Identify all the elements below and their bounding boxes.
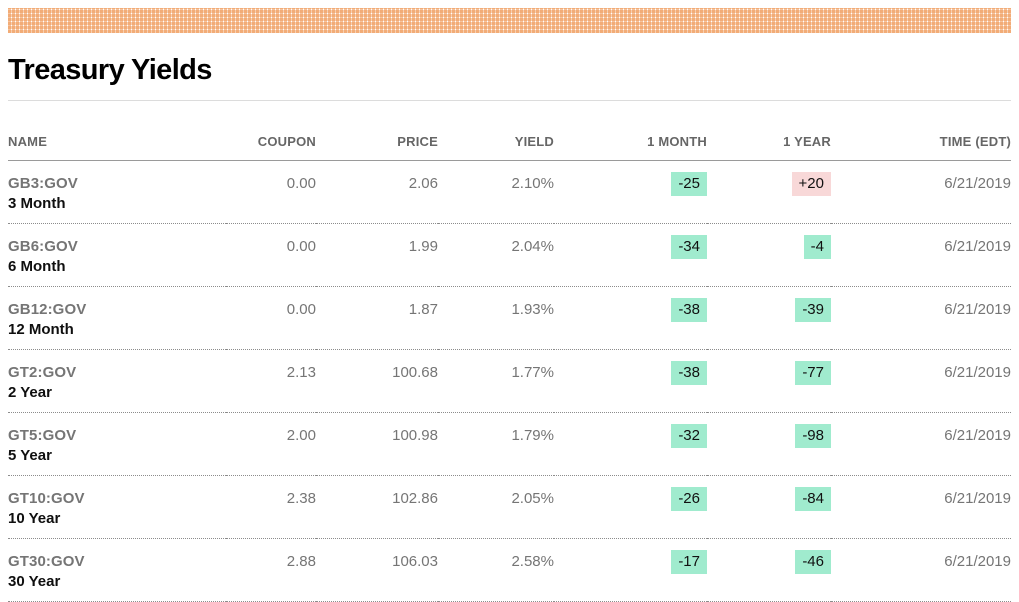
title-divider [8,100,1011,102]
one-year-change-badge: -46 [795,550,831,575]
coupon-value: 0.00 [286,175,316,193]
yield-value: 1.77% [511,364,554,382]
header-name: NAME [8,101,226,162]
coupon-value: 0.00 [286,301,316,319]
time-value: 6/21/2019 [944,427,1011,445]
price-value: 1.87 [408,301,438,319]
header-time-edt: TIME (EDT) [831,101,1011,162]
time-value: 6/21/2019 [944,238,1011,256]
one-month-change-badge: -26 [671,487,707,512]
ticker-link[interactable]: GT5:GOV [8,427,77,445]
price-value: 1.99 [408,238,438,256]
price-value: 102.86 [392,490,438,508]
price-value: 100.98 [392,427,438,445]
time-value: 6/21/2019 [944,364,1011,382]
ticker-link[interactable]: GB3:GOV [8,175,78,193]
table-row[interactable]: GB3:GOV 3 Month 0.00 2.06 2.10% -25 +20 … [8,161,1011,224]
header-yield: YIELD [438,101,554,162]
price-value: 100.68 [392,364,438,382]
one-month-change-badge: -32 [671,424,707,449]
page-title: Treasury Yields [8,54,212,86]
yield-value: 2.04% [511,238,554,256]
tenor-label: 5 Year [8,447,52,465]
ticker-link[interactable]: GT2:GOV [8,364,77,382]
ticker-link[interactable]: GT10:GOV [8,490,85,508]
yield-value: 2.05% [511,490,554,508]
yield-value: 1.79% [511,427,554,445]
one-year-change-badge: +20 [791,172,831,197]
one-year-change-badge: -98 [795,424,831,449]
coupon-value: 2.00 [286,427,316,445]
table-header-row: NAME COUPON PRICE YIELD 1 MONTH 1 YEAR T… [8,101,1011,162]
table-row[interactable]: GT2:GOV 2 Year 2.13 100.68 1.77% -38 -77… [8,350,1011,413]
price-value: 2.06 [408,175,438,193]
decorative-banner-pattern [8,8,1011,33]
tenor-label: 6 Month [8,258,66,276]
one-year-change-badge: -84 [795,487,831,512]
header-price: PRICE [316,101,438,162]
table-row[interactable]: GT30:GOV 30 Year 2.88 106.03 2.58% -17 -… [8,539,1011,602]
yield-value: 1.93% [511,301,554,319]
one-month-change-badge: -17 [671,550,707,575]
one-month-change-badge: -38 [671,298,707,323]
header-1-month: 1 MONTH [554,101,707,162]
table-row[interactable]: GB12:GOV 12 Month 0.00 1.87 1.93% -38 -3… [8,287,1011,350]
tenor-label: 2 Year [8,384,52,402]
coupon-value: 2.13 [286,364,316,382]
coupon-value: 0.00 [286,238,316,256]
time-value: 6/21/2019 [944,490,1011,508]
price-value: 106.03 [392,553,438,571]
coupon-value: 2.38 [286,490,316,508]
one-year-change-badge: -4 [803,235,831,260]
tenor-label: 12 Month [8,321,74,339]
header-1-year: 1 YEAR [707,101,831,162]
one-year-change-badge: -77 [795,361,831,386]
ticker-link[interactable]: GT30:GOV [8,553,85,571]
time-value: 6/21/2019 [944,301,1011,319]
tenor-label: 3 Month [8,195,66,213]
one-month-change-badge: -34 [671,235,707,260]
one-year-change-badge: -39 [795,298,831,323]
tenor-label: 30 Year [8,573,61,591]
time-value: 6/21/2019 [944,553,1011,571]
one-month-change-badge: -25 [671,172,707,197]
yield-value: 2.58% [511,553,554,571]
table-row[interactable]: GB6:GOV 6 Month 0.00 1.99 2.04% -34 -4 6… [8,224,1011,287]
table-row[interactable]: GT10:GOV 10 Year 2.38 102.86 2.05% -26 -… [8,476,1011,539]
time-value: 6/21/2019 [944,175,1011,193]
tenor-label: 10 Year [8,510,61,528]
table-row[interactable]: GT5:GOV 5 Year 2.00 100.98 1.79% -32 -98… [8,413,1011,476]
ticker-link[interactable]: GB12:GOV [8,301,87,319]
yield-value: 2.10% [511,175,554,193]
one-month-change-badge: -38 [671,361,707,386]
ticker-link[interactable]: GB6:GOV [8,238,78,256]
header-coupon: COUPON [226,101,316,162]
treasury-yields-table: NAME COUPON PRICE YIELD 1 MONTH 1 YEAR T… [8,101,1011,602]
coupon-value: 2.88 [286,553,316,571]
